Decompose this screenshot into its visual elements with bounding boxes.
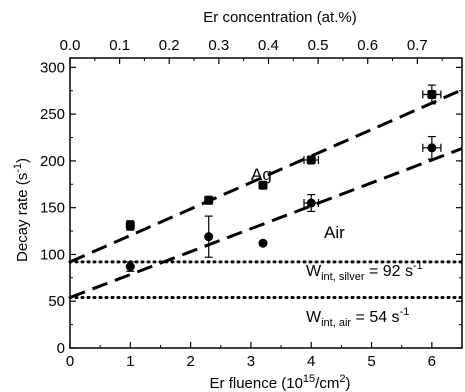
data-point-air	[125, 262, 135, 272]
x2-tick-label: 0.6	[357, 37, 378, 54]
data-point-air	[427, 143, 437, 153]
y-tick-label: 150	[40, 200, 65, 217]
data-points	[125, 84, 442, 272]
x-tick-label: 6	[428, 353, 436, 370]
data-point-ag	[204, 195, 214, 205]
data-point-ag	[258, 180, 268, 190]
data-point-air	[204, 232, 214, 242]
plot-frame	[69, 57, 463, 349]
y-tick-label: 200	[40, 153, 65, 170]
y-tick-label: 0	[57, 340, 65, 357]
y-tick-label: 250	[40, 106, 65, 123]
x2-tick-label: 0.5	[308, 37, 329, 54]
x2-axis-label: Er concentration (at.%)	[203, 9, 356, 26]
annotation-air: Wint, air = 54 s-1	[306, 306, 409, 329]
x2-tick-label: 0.7	[407, 37, 428, 54]
x2-tick-label: 0.3	[208, 37, 229, 54]
y-tick-label: 50	[48, 293, 65, 310]
data-point-air	[306, 198, 316, 208]
annotation-silver: Wint, silver = 92 s-1	[306, 260, 423, 283]
fit-line	[69, 147, 463, 299]
x-tick-label: 1	[126, 353, 134, 370]
x-axis-label: Er fluence (1015/cm2)	[210, 373, 351, 392]
data-point-ag	[306, 155, 316, 165]
x2-tick-label: 0.2	[159, 37, 180, 54]
data-point-air	[258, 238, 268, 248]
x-tick-label: 5	[367, 353, 375, 370]
x-tick-label: 2	[186, 353, 194, 370]
series-label-air: Air	[324, 223, 345, 242]
y-axis-label: Decay rate (s-1)	[12, 158, 31, 262]
x-tick-label: 3	[247, 353, 255, 370]
x-tick-label: 4	[307, 353, 315, 370]
x2-tick-label: 0.4	[258, 37, 279, 54]
x-tick-label: 0	[66, 353, 74, 370]
y-tick-label: 300	[40, 59, 65, 76]
y-tick-label: 100	[40, 246, 65, 263]
reference-lines	[68, 260, 464, 299]
data-point-ag	[427, 89, 437, 99]
series-label-ag: Ag	[251, 165, 272, 184]
fit-lines	[69, 88, 463, 299]
x2-tick-label: 0.1	[109, 37, 130, 54]
x2-tick-label: 0.0	[60, 37, 81, 54]
tick-marks	[69, 58, 463, 349]
data-point-ag	[125, 220, 135, 230]
